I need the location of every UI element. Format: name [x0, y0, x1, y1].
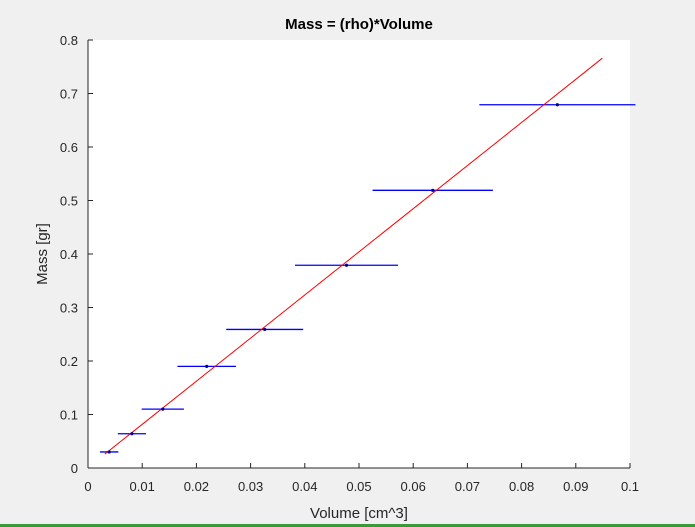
y-tick-label: 0.6	[60, 140, 78, 155]
y-tick-label: 0.2	[60, 354, 78, 369]
x-tick-label: 0.1	[621, 479, 639, 494]
x-tick-label: 0.01	[130, 479, 155, 494]
data-point	[263, 327, 267, 332]
x-tick-label: 0.02	[184, 479, 209, 494]
y-tick-label: 0.4	[60, 247, 78, 262]
y-tick-label: 0.3	[60, 301, 78, 316]
x-tick-label: 0.05	[346, 479, 371, 494]
y-tick-label: 0.7	[60, 87, 78, 102]
data-point	[107, 450, 111, 454]
axes: 0 0.01 0.02 0.03 0.04 0.05 0.06 0.07 0.08 0.09 0.1…	[60, 33, 639, 494]
x-tick-label: 0.04	[292, 479, 317, 494]
fit-line	[104, 57, 603, 455]
chart-title: Mass = (rho)*Volume	[285, 16, 433, 33]
x-tick-label: 0.09	[563, 479, 588, 494]
y-tick-label: 0.5	[60, 194, 78, 209]
data-point	[130, 432, 134, 436]
x-tick-label: 0	[84, 479, 91, 494]
x-tick-label: 0.06	[401, 479, 426, 494]
x-tick-label: 0.03	[238, 479, 263, 494]
data-point	[205, 364, 209, 368]
data-point	[161, 407, 165, 411]
data-point	[431, 188, 435, 192]
x-tick-label: 0.08	[509, 479, 534, 494]
x-tick-label: 0.07	[455, 479, 480, 494]
data-point	[344, 263, 349, 267]
y-axis-label: Mass [gr]	[34, 223, 51, 285]
x-axis-label: Volume [cm^3]	[310, 505, 408, 522]
plot-area	[88, 40, 630, 468]
data-point	[555, 103, 559, 107]
y-tick-label: 0.8	[60, 33, 78, 48]
y-tick-label: 0	[71, 461, 78, 476]
y-tick-label: 0.1	[60, 408, 78, 423]
data-layer	[99, 57, 636, 455]
bottom-rule	[0, 524, 695, 527]
